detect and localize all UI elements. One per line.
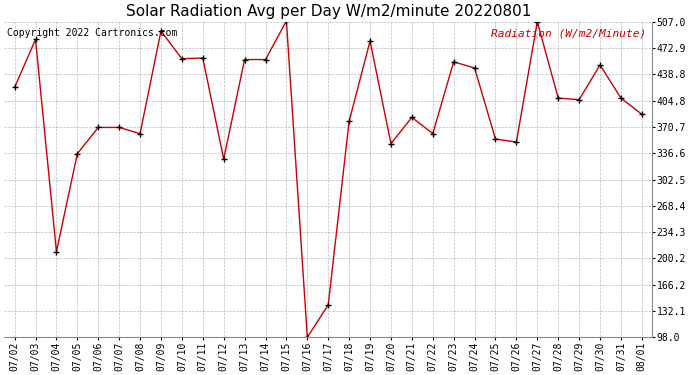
Text: Copyright 2022 Cartronics.com: Copyright 2022 Cartronics.com [8,28,178,38]
Text: Radiation (W/m2/Minute): Radiation (W/m2/Minute) [491,28,646,38]
Title: Solar Radiation Avg per Day W/m2/minute 20220801: Solar Radiation Avg per Day W/m2/minute … [126,4,531,19]
